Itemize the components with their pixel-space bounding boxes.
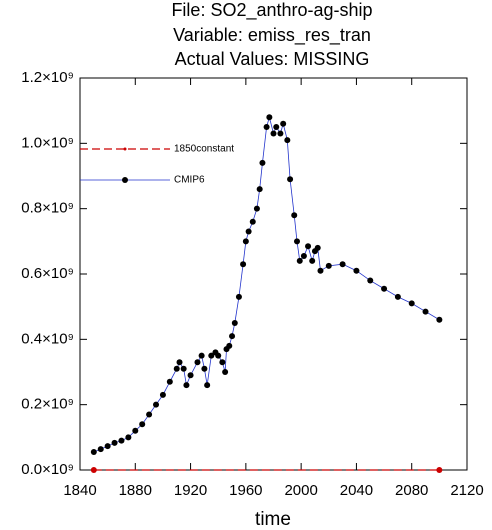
x-tick-label: 1840 xyxy=(63,482,96,499)
data-point xyxy=(139,421,146,428)
data-point xyxy=(296,257,303,264)
data-point xyxy=(97,446,104,453)
chart-title: File: SO2_anthro-ag-ship xyxy=(171,0,372,21)
data-point xyxy=(240,261,247,268)
data-point xyxy=(180,365,187,372)
data-point xyxy=(229,333,236,340)
data-point xyxy=(280,120,287,127)
data-point xyxy=(204,382,211,389)
data-point xyxy=(270,130,277,137)
data-point xyxy=(266,114,273,121)
data-point xyxy=(222,369,229,375)
data-point xyxy=(208,352,215,359)
series-line xyxy=(93,115,440,453)
legend-marker xyxy=(122,177,128,183)
data-point xyxy=(367,277,374,284)
data-point xyxy=(381,285,388,292)
data-point xyxy=(408,300,415,307)
data-point xyxy=(436,467,443,473)
data-point xyxy=(176,359,183,366)
x-tick-label: 2000 xyxy=(284,482,317,499)
data-point xyxy=(277,130,284,137)
y-tick-label: 0.0×10⁹ xyxy=(21,461,74,478)
data-point xyxy=(187,372,194,379)
data-point xyxy=(198,352,205,359)
data-point xyxy=(215,352,222,359)
data-point xyxy=(263,124,270,130)
data-point xyxy=(317,267,324,274)
data-point xyxy=(325,262,332,269)
data-point xyxy=(166,378,173,385)
data-point xyxy=(226,342,233,349)
data-point xyxy=(300,253,307,260)
data-point xyxy=(219,359,226,366)
chart-subtitle: Variable: emiss_res_tran xyxy=(173,25,371,46)
data-point xyxy=(90,449,97,456)
x-tick-label: 2040 xyxy=(340,482,373,499)
x-tick-label: 1960 xyxy=(229,482,262,499)
y-tick-label: 1.0×10⁹ xyxy=(21,134,74,151)
data-point xyxy=(132,427,139,434)
data-point xyxy=(256,186,263,193)
data-point xyxy=(242,238,249,245)
y-tick-label: 0.8×10⁹ xyxy=(21,200,74,217)
data-point xyxy=(309,257,316,264)
data-point xyxy=(194,359,201,366)
data-point xyxy=(111,439,118,446)
data-point xyxy=(173,365,180,372)
data-point xyxy=(249,218,256,225)
y-tick-label: 0.2×10⁹ xyxy=(21,396,74,413)
x-tick-label: 2080 xyxy=(395,482,428,499)
data-point xyxy=(231,320,238,326)
data-point xyxy=(394,293,401,300)
data-point xyxy=(118,437,125,444)
data-point xyxy=(273,124,280,130)
data-point xyxy=(291,212,298,219)
data-point xyxy=(125,434,132,441)
x-axis-label: time xyxy=(255,509,291,530)
data-point xyxy=(235,293,242,300)
data-point xyxy=(90,467,97,473)
data-point xyxy=(183,382,190,389)
data-point xyxy=(287,176,294,183)
legend-label: CMIP6 xyxy=(174,175,205,186)
data-point xyxy=(159,391,166,398)
y-tick-label: 1.2×10⁹ xyxy=(21,69,74,86)
data-point xyxy=(253,205,260,212)
legend-label: 1850constant xyxy=(174,144,234,155)
data-point xyxy=(146,411,153,418)
y-tick-label: 0.6×10⁹ xyxy=(21,265,74,282)
x-tick-label: 1920 xyxy=(174,482,207,499)
data-point xyxy=(245,228,252,235)
data-point xyxy=(259,159,266,166)
data-point xyxy=(153,401,160,408)
data-point xyxy=(284,137,291,144)
data-point xyxy=(353,267,360,274)
y-tick-label: 0.4×10⁹ xyxy=(21,330,74,347)
data-point xyxy=(422,308,429,315)
x-tick-label: 2120 xyxy=(450,482,483,499)
data-point xyxy=(293,238,300,245)
data-point xyxy=(104,443,111,450)
legend-marker xyxy=(123,147,127,151)
chart-subtitle: Actual Values: MISSING xyxy=(175,49,370,69)
plot-frame xyxy=(79,77,468,471)
x-tick-label: 1880 xyxy=(119,482,152,499)
data-point xyxy=(339,261,346,268)
data-point xyxy=(314,244,321,251)
data-point xyxy=(201,365,208,372)
data-point xyxy=(305,243,312,250)
data-point xyxy=(436,316,443,323)
